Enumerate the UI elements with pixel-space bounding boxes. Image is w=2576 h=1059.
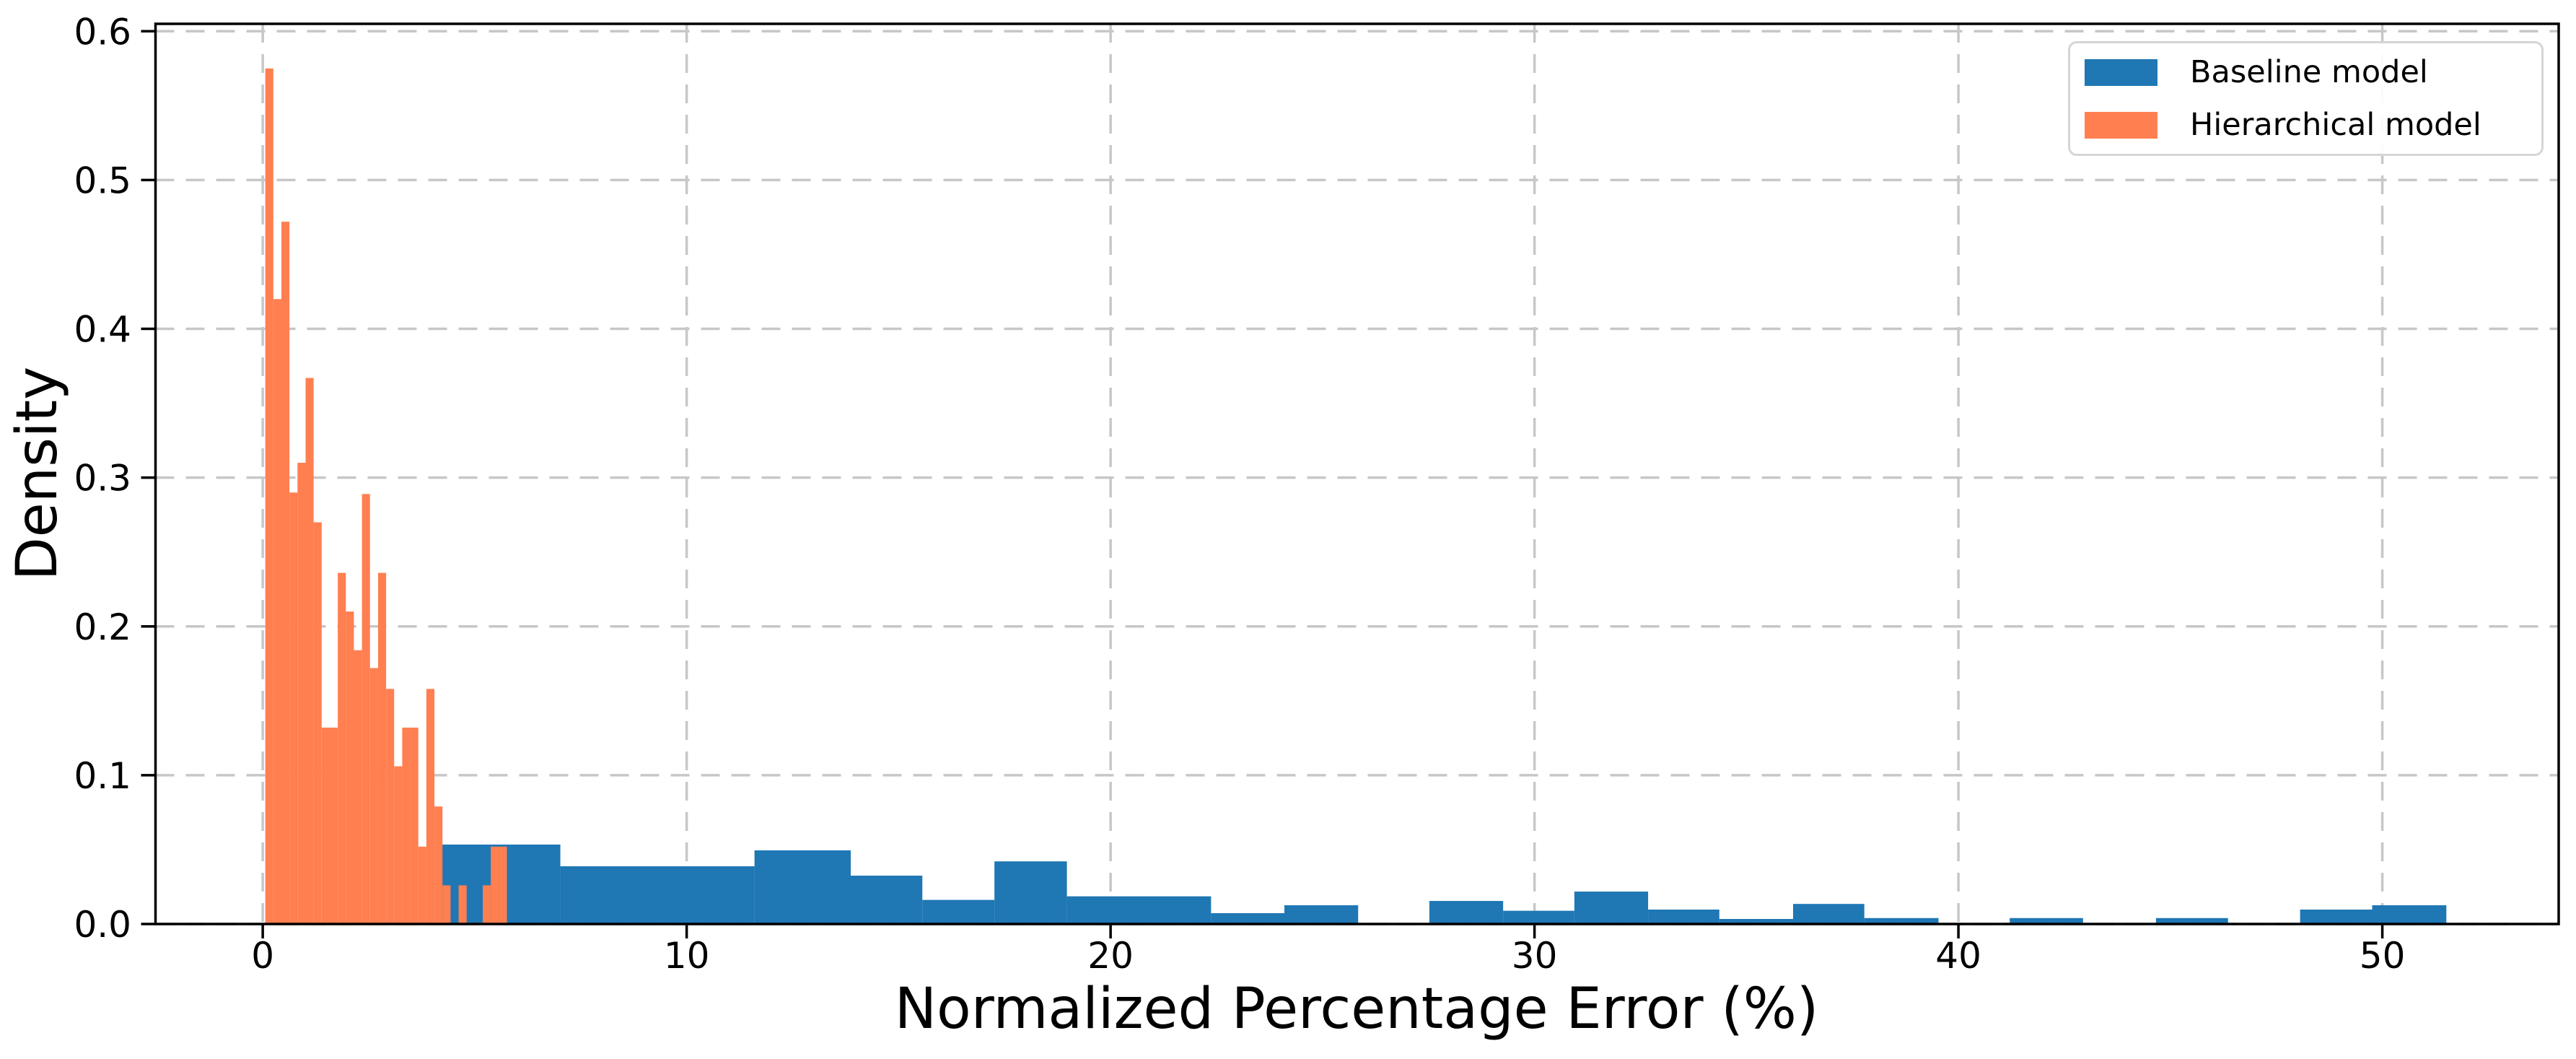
bar-baseline-18 — [2010, 918, 2083, 924]
x-tick-label-0: 0 — [251, 935, 274, 977]
legend-label-hierarchical: Hierarchical model — [2190, 107, 2481, 143]
bar-hierarchical-25 — [491, 846, 499, 924]
bar-baseline-4 — [922, 899, 995, 924]
bar-baseline-23 — [2372, 905, 2447, 924]
bar-baseline-7 — [1211, 912, 1284, 924]
bar-hierarchical-9 — [338, 572, 346, 924]
bar-baseline-3 — [850, 876, 923, 924]
bar-hierarchical-2 — [281, 222, 290, 924]
bar-hierarchical-19 — [418, 846, 426, 924]
bar-baseline-8 — [1284, 905, 1359, 924]
legend: Baseline model Hierarchical model — [2068, 41, 2544, 156]
bar-hierarchical-23 — [458, 885, 467, 924]
bar-baseline-6 — [1066, 896, 1212, 924]
bar-hierarchical-16 — [394, 766, 403, 924]
axes-spines — [154, 22, 2560, 925]
bar-baseline-12 — [1574, 892, 1649, 924]
legend-label-baseline: Baseline model — [2190, 54, 2428, 90]
bar-baseline-15 — [1792, 904, 1865, 924]
bar-hierarchical-14 — [377, 572, 387, 924]
bar-hierarchical-11 — [354, 650, 362, 924]
bar-hierarchical-21 — [434, 806, 443, 924]
bar-baseline-1 — [560, 866, 755, 924]
bar-baseline-20 — [2155, 918, 2228, 924]
bar-hierarchical-22 — [442, 885, 451, 924]
y-tick-label-0.2: 0.2 — [74, 606, 131, 648]
bar-baseline-11 — [1503, 910, 1574, 924]
y-tick-label-0.5: 0.5 — [74, 160, 131, 201]
bar-hierarchical-13 — [369, 668, 378, 924]
bar-baseline-2 — [754, 850, 851, 924]
bar-baseline-22 — [2300, 910, 2373, 924]
legend-swatch-hierarchical — [2085, 111, 2157, 139]
bar-hierarchical-17 — [402, 727, 411, 924]
x-tick-label-50: 50 — [2360, 935, 2406, 977]
bar-hierarchical-3 — [289, 492, 298, 924]
legend-row-baseline: Baseline model — [2085, 54, 2541, 90]
bar-baseline-14 — [1719, 918, 1793, 924]
bar-hierarchical-18 — [410, 727, 419, 924]
bar-hierarchical-1 — [273, 299, 281, 924]
bar-hierarchical-26 — [499, 846, 507, 924]
bar-baseline-13 — [1648, 910, 1719, 924]
bar-baseline-10 — [1429, 901, 1504, 924]
bar-hierarchical-15 — [386, 689, 395, 924]
bar-hierarchical-24 — [483, 885, 491, 924]
x-tick-label-10: 10 — [664, 935, 710, 977]
bar-hierarchical-8 — [329, 727, 338, 924]
x-tick-label-40: 40 — [1935, 935, 1981, 977]
bar-hierarchical-5 — [305, 378, 314, 924]
y-axis-label: Density — [5, 366, 70, 581]
y-tick-label-0.3: 0.3 — [74, 458, 131, 500]
bar-hierarchical-6 — [313, 522, 322, 924]
bar-baseline-16 — [1864, 918, 1939, 924]
x-axis-label: Normalized Percentage Error (%) — [894, 977, 1819, 1042]
bar-baseline-5 — [994, 861, 1067, 924]
bar-hierarchical-0 — [265, 68, 273, 924]
legend-row-hierarchical: Hierarchical model — [2085, 107, 2541, 143]
y-tick-label-0: 0.0 — [74, 904, 131, 946]
legend-swatch-baseline — [2085, 58, 2157, 86]
y-tick-label-0.1: 0.1 — [74, 755, 131, 797]
y-tick-label-0.6: 0.6 — [74, 11, 131, 53]
bar-hierarchical-7 — [321, 727, 330, 924]
bar-hierarchical-12 — [362, 494, 370, 924]
x-tick-label-30: 30 — [1512, 935, 1558, 977]
bar-hierarchical-20 — [426, 689, 435, 924]
bar-hierarchical-4 — [297, 463, 306, 924]
x-tick-label-20: 20 — [1087, 935, 1134, 977]
y-tick-label-0.4: 0.4 — [74, 309, 131, 351]
bar-hierarchical-10 — [346, 611, 354, 924]
